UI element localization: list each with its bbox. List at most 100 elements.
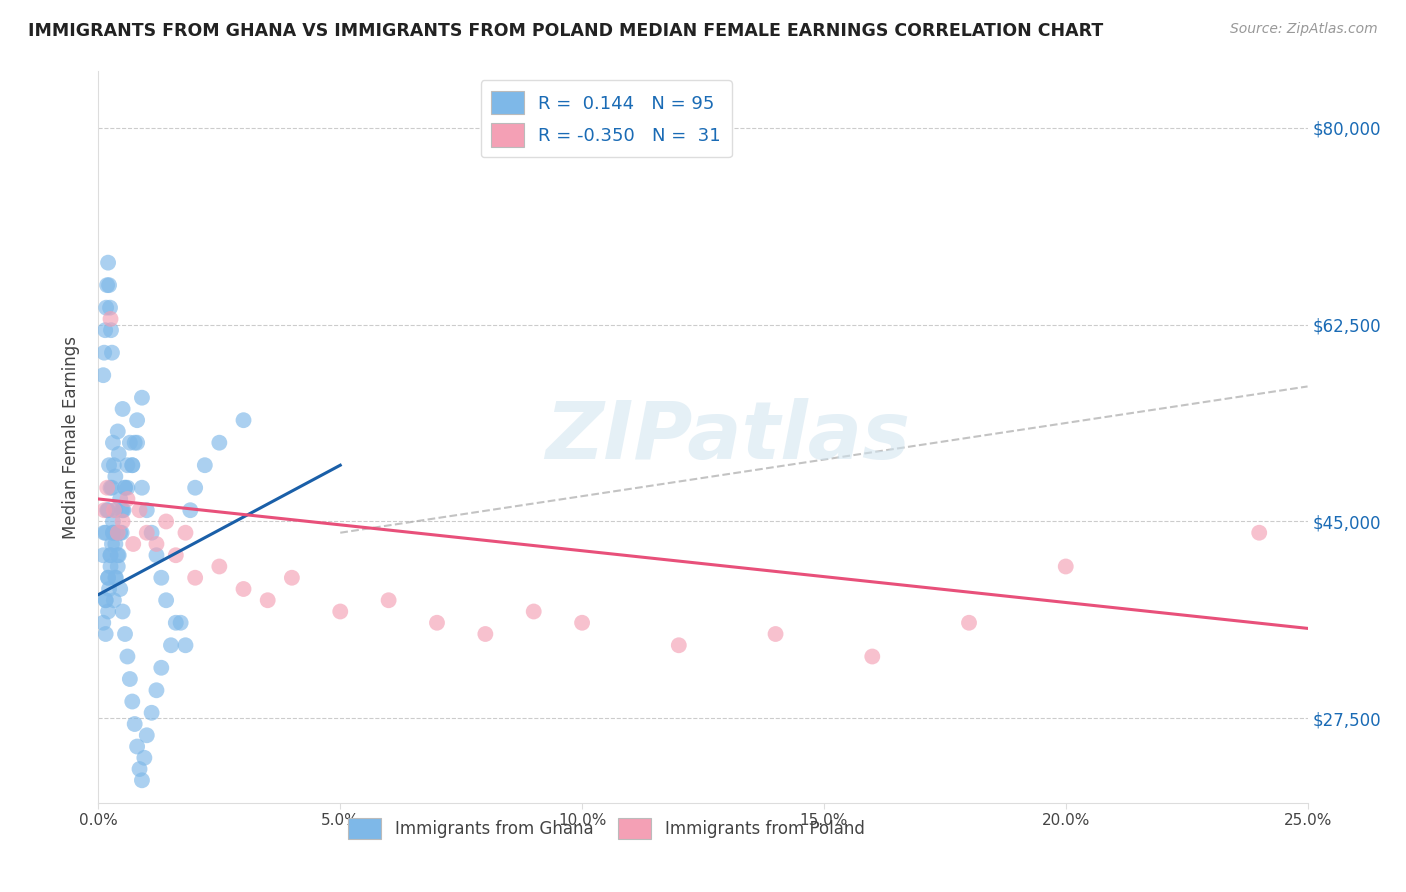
Point: [131, 773, 153, 788]
Text: ZIPatlas: ZIPatlas: [544, 398, 910, 476]
Point: [1249, 525, 1271, 540]
Point: [145, 548, 167, 562]
Point: [100, 481, 122, 495]
Point: [127, 739, 149, 754]
Point: [135, 525, 157, 540]
Point: [94, 593, 117, 607]
Point: [165, 548, 187, 562]
Point: [93, 345, 115, 359]
Point: [117, 491, 139, 506]
Point: [118, 435, 141, 450]
Point: [96, 481, 118, 495]
Text: IMMIGRANTS FROM GHANA VS IMMIGRANTS FROM POLAND MEDIAN FEMALE EARNINGS CORRELATI: IMMIGRANTS FROM GHANA VS IMMIGRANTS FROM…: [28, 22, 1104, 40]
Point: [160, 638, 183, 652]
Point: [134, 751, 156, 765]
Point: [103, 503, 125, 517]
Point: [107, 548, 129, 562]
Point: [281, 571, 304, 585]
Point: [155, 593, 177, 607]
Point: [111, 401, 134, 416]
Point: [523, 605, 546, 619]
Point: [104, 469, 127, 483]
Point: [150, 571, 173, 585]
Point: [107, 425, 129, 439]
Point: [97, 255, 120, 269]
Point: [104, 571, 127, 585]
Point: [100, 548, 122, 562]
Point: [208, 435, 231, 450]
Point: [150, 661, 173, 675]
Point: [179, 503, 201, 517]
Point: [165, 615, 187, 630]
Text: Source: ZipAtlas.com: Source: ZipAtlas.com: [1230, 22, 1378, 37]
Point: [96, 278, 118, 293]
Point: [94, 627, 117, 641]
Point: [208, 559, 231, 574]
Point: [93, 525, 115, 540]
Point: [128, 762, 150, 776]
Point: [114, 481, 136, 495]
Point: [145, 537, 167, 551]
Point: [108, 582, 131, 596]
Point: [122, 537, 145, 551]
Point: [98, 582, 121, 596]
Point: [111, 503, 134, 517]
Point: [860, 649, 883, 664]
Point: [127, 413, 149, 427]
Point: [104, 571, 127, 585]
Point: [127, 435, 149, 450]
Point: [121, 458, 143, 473]
Point: [111, 503, 134, 517]
Point: [91, 615, 114, 630]
Point: [101, 345, 124, 359]
Point: [1054, 559, 1077, 574]
Point: [103, 593, 125, 607]
Point: [96, 301, 118, 315]
Point: [131, 481, 153, 495]
Point: [124, 717, 146, 731]
Point: [124, 435, 146, 450]
Point: [765, 627, 787, 641]
Point: [91, 548, 114, 562]
Point: [117, 649, 139, 664]
Point: [131, 391, 153, 405]
Point: [111, 605, 134, 619]
Point: [232, 413, 254, 427]
Point: [107, 447, 129, 461]
Point: [668, 638, 690, 652]
Point: [100, 559, 122, 574]
Point: [108, 525, 131, 540]
Point: [377, 593, 399, 607]
Point: [93, 503, 115, 517]
Point: [101, 525, 124, 540]
Point: [426, 615, 449, 630]
Point: [114, 481, 136, 495]
Point: [98, 458, 121, 473]
Point: [145, 683, 167, 698]
Point: [104, 503, 127, 517]
Point: [135, 728, 157, 742]
Point: [96, 503, 118, 517]
Point: [98, 301, 121, 315]
Point: [104, 537, 127, 551]
Point: [232, 582, 254, 596]
Point: [114, 627, 136, 641]
Point: [105, 525, 128, 540]
Point: [571, 615, 593, 630]
Point: [155, 515, 177, 529]
Point: [141, 706, 163, 720]
Point: [97, 571, 120, 585]
Point: [111, 515, 134, 529]
Point: [101, 537, 124, 551]
Point: [184, 481, 207, 495]
Point: [174, 638, 197, 652]
Y-axis label: Median Female Earnings: Median Female Earnings: [62, 335, 80, 539]
Point: [121, 694, 143, 708]
Legend: Immigrants from Ghana, Immigrants from Poland: Immigrants from Ghana, Immigrants from P…: [342, 811, 872, 846]
Point: [100, 312, 122, 326]
Point: [957, 615, 980, 630]
Point: [117, 481, 139, 495]
Point: [256, 593, 278, 607]
Point: [94, 323, 117, 337]
Point: [111, 525, 134, 540]
